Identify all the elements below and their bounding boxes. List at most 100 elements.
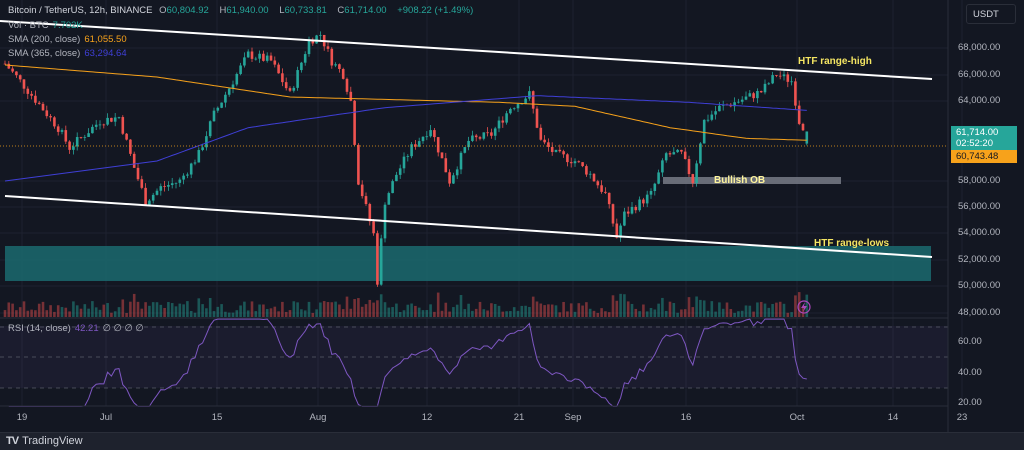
candle-body bbox=[87, 133, 90, 137]
sma200-legend[interactable]: SMA (200, close) 61,055.50 bbox=[8, 34, 131, 45]
volume-bars bbox=[3, 292, 809, 317]
candle-body bbox=[72, 146, 75, 150]
volume-bar bbox=[531, 296, 535, 317]
volume-bar bbox=[281, 301, 284, 317]
candle-body bbox=[113, 117, 117, 122]
volume-bar bbox=[402, 310, 406, 317]
volume-bar bbox=[83, 304, 87, 317]
volume-bar bbox=[759, 301, 763, 317]
candle-body bbox=[524, 98, 527, 104]
volume-bar bbox=[729, 309, 733, 317]
annotation-range-high[interactable]: HTF range-high bbox=[798, 56, 872, 67]
candle-body bbox=[588, 173, 592, 175]
candle-body bbox=[387, 193, 391, 205]
volume-bar bbox=[49, 305, 52, 317]
volume-bar bbox=[448, 311, 451, 317]
rsi-label: RSI (14, close) bbox=[8, 323, 71, 334]
volume-bar bbox=[360, 306, 364, 317]
volume-bar bbox=[718, 302, 721, 317]
candle-body bbox=[737, 101, 740, 103]
volume-bar bbox=[410, 303, 413, 317]
candle-body bbox=[406, 156, 410, 157]
volume-bar bbox=[740, 310, 744, 317]
volume-bar bbox=[250, 301, 254, 317]
candle-body bbox=[398, 168, 402, 175]
volume-bar bbox=[262, 304, 265, 317]
candle-body bbox=[151, 194, 155, 201]
candle-body bbox=[509, 108, 512, 114]
sma200-value: 61,055.50 bbox=[84, 34, 127, 45]
htf-range-high-trendline[interactable] bbox=[0, 20, 933, 80]
htf-range-low-zone[interactable] bbox=[5, 246, 931, 281]
symbol-legend[interactable]: Bitcoin / TetherUS, 12h, BINANCE O60,804… bbox=[8, 5, 477, 16]
volume-bar bbox=[558, 312, 562, 317]
candle-body bbox=[75, 137, 79, 147]
annotation-bullish-ob[interactable]: Bullish OB bbox=[714, 175, 766, 186]
volume-bar bbox=[117, 307, 121, 317]
volume-bar bbox=[326, 302, 330, 317]
candle-body bbox=[512, 108, 516, 110]
chart-canvas[interactable] bbox=[0, 0, 1024, 432]
volume-bar bbox=[132, 293, 136, 317]
volume-bar bbox=[535, 301, 539, 317]
volume-bar bbox=[155, 302, 159, 317]
rsi-legend[interactable]: RSI (14, close) 42.21 ∅ ∅ ∅ ∅ bbox=[8, 323, 148, 334]
candle-body bbox=[805, 131, 809, 144]
volume-bar bbox=[611, 295, 615, 317]
high-value: 61,940.00 bbox=[226, 5, 269, 16]
ohlc-open: O60,804.92 bbox=[159, 5, 213, 16]
footer: TV TradingView bbox=[0, 432, 1024, 450]
volume-bar bbox=[121, 299, 125, 317]
sma365-label: SMA (365, close) bbox=[8, 48, 81, 59]
tradingview-logo[interactable]: TV TradingView bbox=[6, 435, 83, 447]
volume-legend[interactable]: Vol · BTC 7.702K bbox=[8, 20, 87, 31]
volume-bar bbox=[243, 301, 246, 317]
volume-bar bbox=[429, 304, 432, 317]
volume-bar bbox=[224, 311, 227, 317]
candle-body bbox=[752, 93, 755, 99]
volume-bar bbox=[201, 304, 204, 317]
open-label: O bbox=[159, 5, 167, 16]
volume-bar bbox=[189, 310, 193, 317]
candle-body bbox=[3, 63, 7, 65]
bullish-ob-box[interactable] bbox=[663, 177, 841, 184]
candle-body bbox=[201, 147, 204, 151]
lightning-icon[interactable] bbox=[797, 300, 811, 314]
annotation-range-lows[interactable]: HTF range-lows bbox=[814, 238, 890, 249]
volume-bar bbox=[581, 305, 584, 317]
price-tick: 58,000.00 bbox=[958, 175, 1001, 186]
volume-bar bbox=[246, 310, 250, 317]
volume-bar bbox=[125, 312, 128, 317]
volume-bar bbox=[60, 307, 64, 317]
candle-body bbox=[794, 81, 797, 106]
candle-body bbox=[528, 91, 531, 99]
volume-bar bbox=[512, 307, 516, 317]
candle-body bbox=[414, 144, 417, 147]
sma-price-tag: 60,743.48 bbox=[951, 150, 1017, 163]
volume-bar bbox=[607, 312, 611, 317]
volume-bar bbox=[497, 305, 501, 317]
volume-bar bbox=[676, 312, 679, 317]
volume-bar bbox=[691, 307, 695, 317]
volume-bar bbox=[41, 301, 45, 317]
candle-body bbox=[136, 167, 140, 180]
htf-range-low-trendline[interactable] bbox=[4, 195, 933, 258]
candle-body bbox=[189, 163, 193, 175]
candle-body bbox=[664, 153, 668, 161]
currency-button[interactable]: USDT bbox=[966, 4, 1016, 24]
volume-bar bbox=[763, 303, 767, 317]
candle-body bbox=[106, 117, 109, 125]
candle-body bbox=[566, 154, 569, 163]
candle-body bbox=[37, 102, 41, 104]
candle-body bbox=[767, 83, 771, 85]
sma365-line bbox=[4, 95, 807, 182]
sma365-legend[interactable]: SMA (365, close) 63,294.64 bbox=[8, 48, 131, 59]
candle-body bbox=[478, 137, 482, 139]
candle-body bbox=[15, 71, 18, 76]
candle-body bbox=[657, 172, 660, 184]
candle-body bbox=[254, 58, 258, 60]
volume-bar bbox=[372, 302, 375, 317]
candle-body bbox=[687, 159, 691, 175]
candle-body bbox=[516, 103, 520, 109]
volume-bar bbox=[205, 308, 208, 317]
